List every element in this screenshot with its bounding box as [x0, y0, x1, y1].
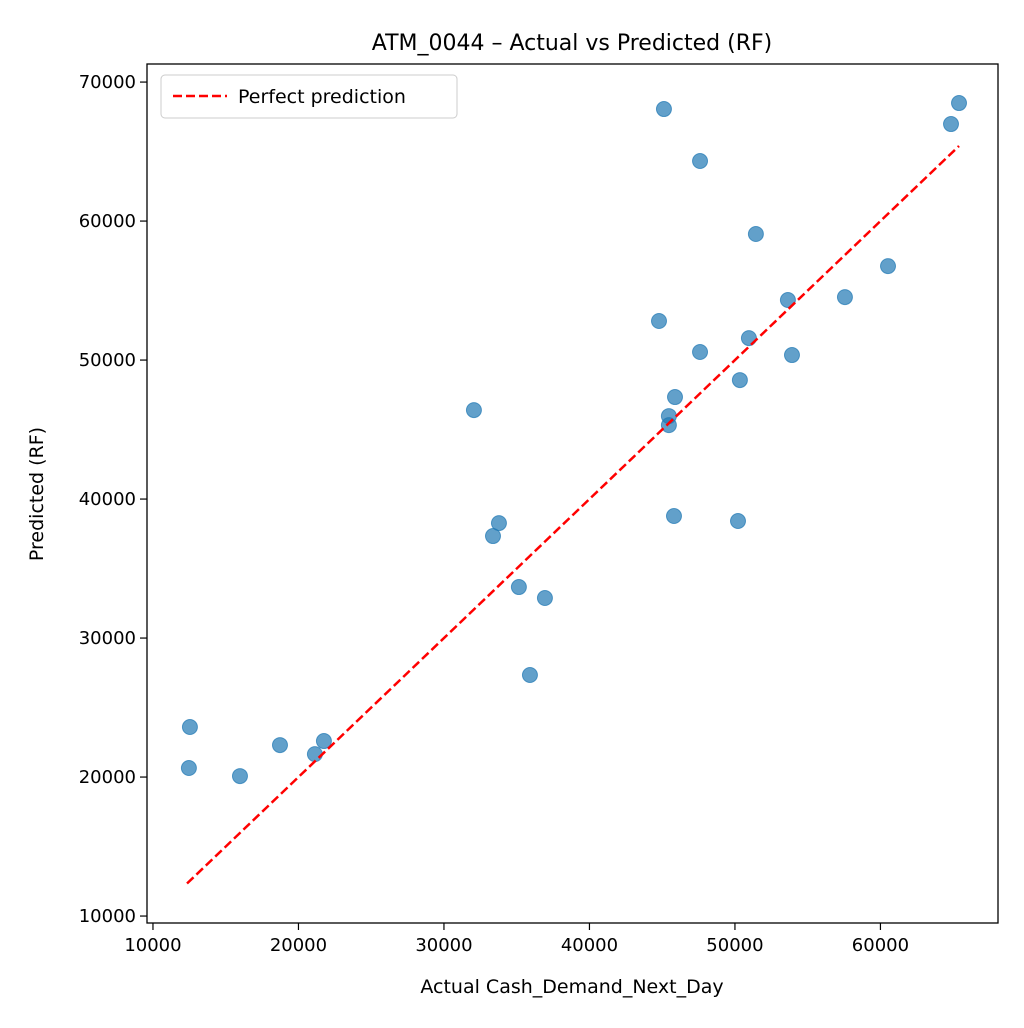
x-axis-label: Actual Cash_Demand_Next_Day: [420, 976, 723, 998]
data-point: [315, 733, 332, 750]
data-point: [536, 590, 553, 607]
data-point: [180, 760, 197, 777]
x-tick-label: 50000: [706, 935, 763, 956]
chart-title: ATM_0044 – Actual vs Predicted (RF): [372, 31, 773, 56]
data-point: [655, 101, 672, 118]
x-tick-label: 30000: [415, 935, 472, 956]
data-point: [181, 719, 198, 736]
data-point: [731, 372, 748, 389]
y-tick-label: 50000: [79, 350, 136, 371]
data-point: [306, 746, 323, 763]
data-point: [660, 417, 677, 434]
legend: Perfect prediction: [160, 74, 458, 119]
legend-label: Perfect prediction: [238, 86, 406, 108]
data-point: [692, 344, 709, 361]
y-tick-label: 20000: [79, 767, 136, 788]
x-tick-label: 10000: [124, 935, 181, 956]
data-point: [465, 402, 482, 419]
data-point: [783, 347, 800, 364]
data-point: [943, 116, 960, 133]
data-point: [951, 95, 968, 112]
y-tick-label: 70000: [79, 72, 136, 93]
y-tick-label: 10000: [79, 906, 136, 927]
data-point: [667, 389, 684, 406]
y-tick-label: 40000: [79, 489, 136, 510]
data-point: [271, 737, 288, 754]
data-point: [510, 579, 527, 596]
data-point: [730, 513, 747, 530]
data-point: [747, 225, 764, 242]
data-point: [521, 667, 538, 684]
data-point: [665, 508, 682, 525]
y-axis-label: Predicted (RF): [26, 427, 48, 561]
data-point: [692, 153, 709, 170]
data-point: [484, 528, 501, 545]
y-tick-label: 60000: [79, 211, 136, 232]
plot-frame: [146, 63, 999, 924]
data-point: [650, 313, 667, 330]
data-point: [836, 289, 853, 306]
x-tick-label: 40000: [561, 935, 618, 956]
data-point: [779, 292, 796, 309]
perfect-prediction-line: [186, 145, 960, 885]
y-tick-label: 30000: [79, 628, 136, 649]
x-tick-label: 60000: [852, 935, 909, 956]
data-point: [490, 515, 507, 532]
legend-box: [160, 74, 458, 119]
data-point: [880, 258, 897, 275]
x-tick-label: 20000: [270, 935, 327, 956]
data-point: [231, 768, 248, 785]
